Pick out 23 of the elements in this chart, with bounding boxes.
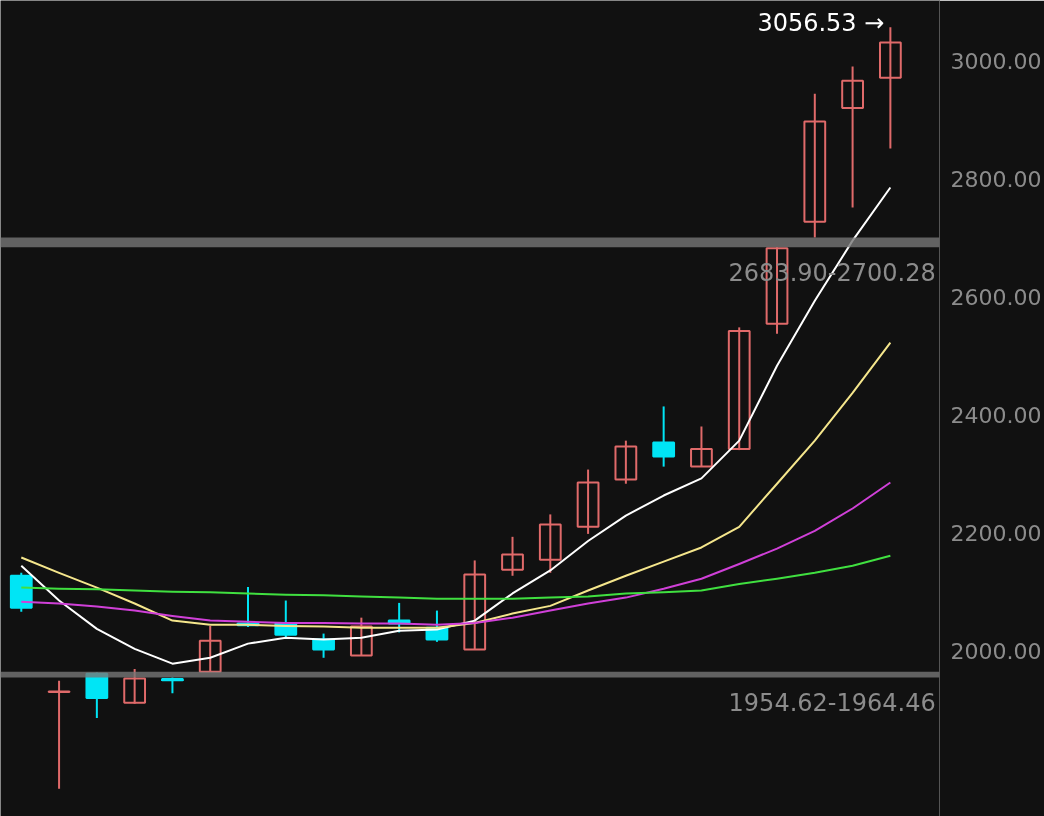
y-tick-label: 2800.00 [950,166,1042,192]
candlestick [312,632,335,659]
candlestick [727,326,751,452]
y-tick-label: 3000.00 [950,48,1042,74]
candlestick [803,92,827,239]
candlestick [538,513,562,574]
y-tick-label: 2600.00 [950,284,1042,310]
band-label: 1954.62-1964.46 [728,689,936,718]
candlestick [690,425,713,468]
candlestick [841,65,864,209]
candlestick [576,468,600,535]
candlestick [614,439,638,485]
candlestick [198,624,222,673]
candlestick [501,535,524,577]
candlestick [349,616,373,657]
y-tick-label: 2400.00 [950,402,1042,428]
candlestick [652,405,676,468]
candlestick [123,667,147,705]
candlestick [47,679,71,790]
y-tick-label: 2200.00 [950,520,1042,546]
annotation: 3056.53 → [757,8,885,37]
y-tick-label: 2000.00 [950,638,1042,664]
candlestick [463,559,487,651]
